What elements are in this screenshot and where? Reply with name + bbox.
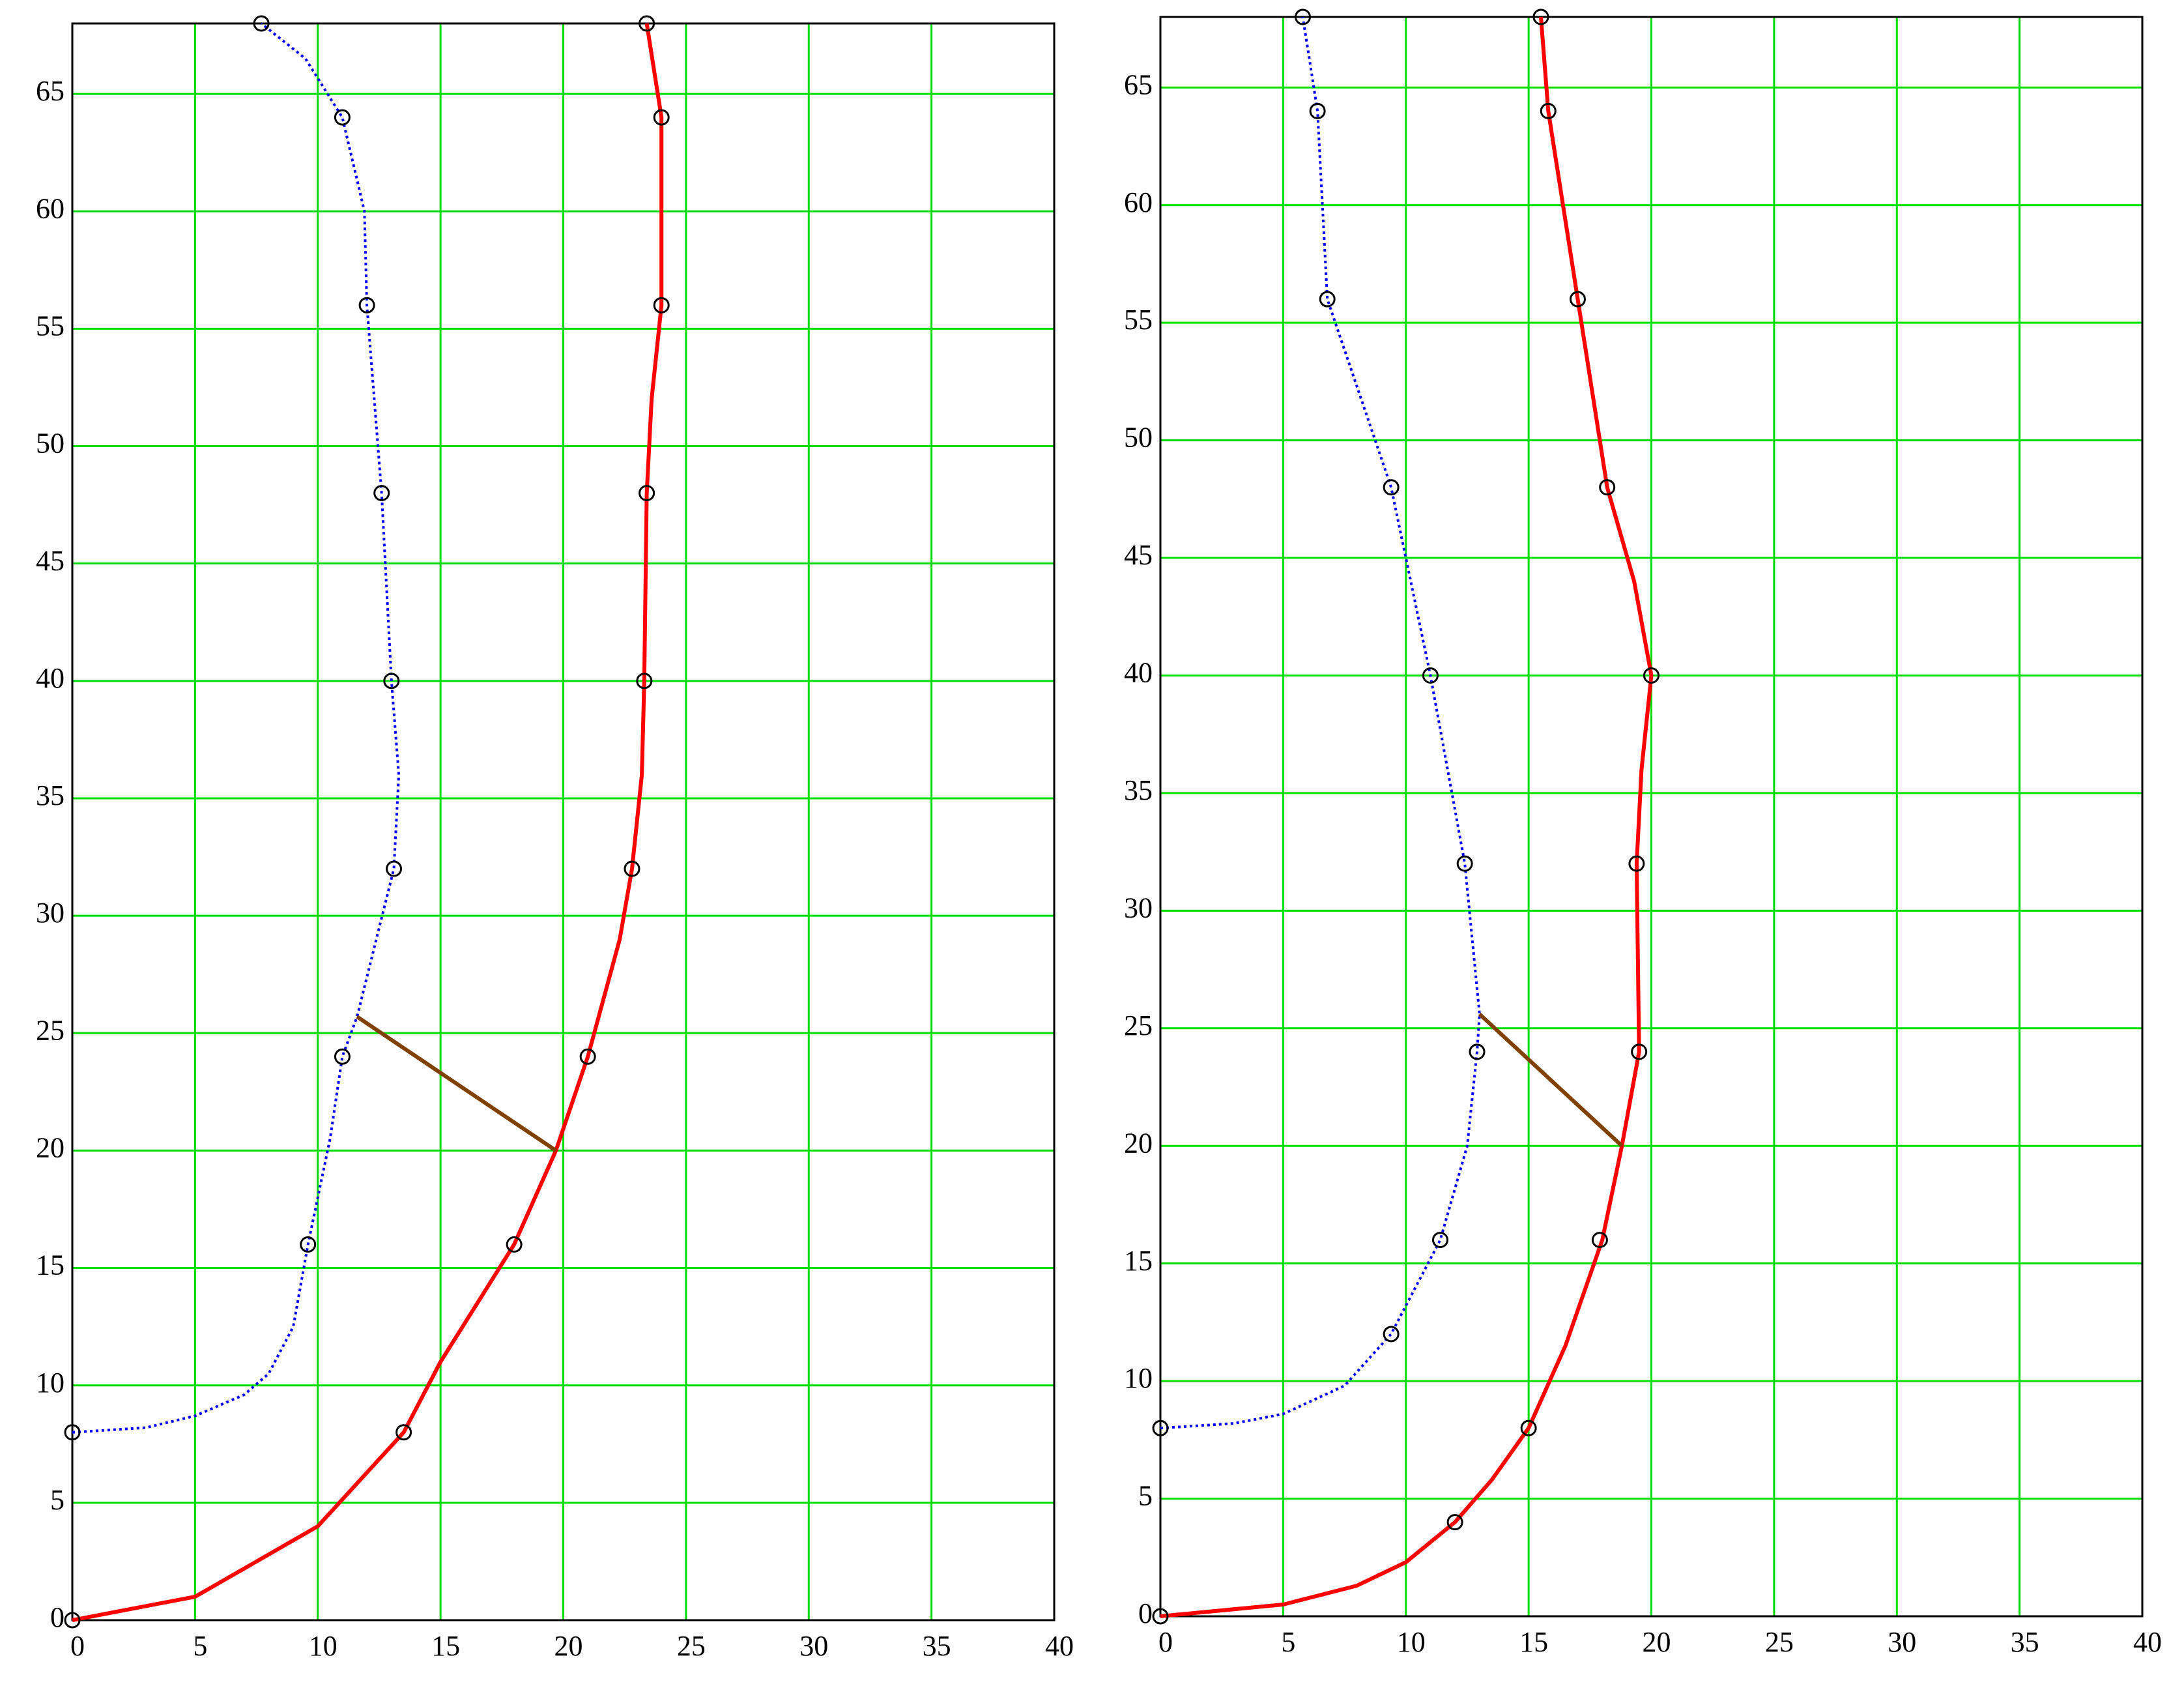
marker [373, 485, 390, 502]
marker [1469, 1043, 1486, 1060]
x-tick-label: 0 [1158, 1626, 1173, 1658]
y-tick-label: 10 [36, 1367, 65, 1399]
y-tick-label: 60 [36, 192, 65, 224]
y-tick-label: 0 [50, 1601, 65, 1633]
marker [1520, 1419, 1537, 1436]
x-tick-label: 25 [677, 1630, 706, 1662]
marker [1152, 1608, 1169, 1625]
y-tick-label: 20 [36, 1132, 65, 1164]
marker [253, 15, 270, 32]
marker [1643, 667, 1660, 684]
marker [1295, 8, 1312, 25]
y-tick-label: 45 [36, 545, 65, 577]
marker [1540, 102, 1557, 119]
x-tick-label: 0 [70, 1630, 85, 1662]
y-tick-label: 35 [1124, 774, 1153, 806]
marker [1446, 1514, 1463, 1531]
x-tick-label: 20 [1643, 1626, 1671, 1658]
x-tick-label: 40 [2133, 1626, 2162, 1658]
curve [1478, 1012, 1624, 1148]
marker [1631, 1043, 1648, 1060]
marker [383, 673, 400, 690]
marker [1532, 8, 1549, 25]
x-tick-label: 5 [1281, 1626, 1295, 1658]
y-tick-label: 15 [36, 1249, 65, 1281]
y-tick-label: 5 [50, 1484, 65, 1516]
marker [386, 860, 403, 877]
marker [639, 15, 655, 32]
y-tick-label: 15 [1124, 1245, 1153, 1277]
marker [1456, 855, 1473, 872]
marker [1319, 291, 1336, 308]
marker [64, 1612, 81, 1629]
y-tick-label: 5 [1138, 1480, 1153, 1512]
marker [1152, 1419, 1169, 1436]
y-tick-label: 30 [1124, 892, 1153, 923]
x-tick-label: 30 [1888, 1626, 1916, 1658]
y-tick-label: 20 [1124, 1127, 1153, 1159]
marker [1383, 1326, 1400, 1343]
curve [72, 23, 664, 1622]
y-tick-label: 65 [1124, 68, 1153, 100]
marker [506, 1236, 523, 1253]
marker [636, 673, 653, 690]
marker [653, 297, 670, 313]
y-tick-label: 25 [1124, 1010, 1153, 1041]
y-tick-label: 55 [1124, 304, 1153, 336]
marker [358, 297, 375, 313]
x-tick-label: 40 [1045, 1630, 1074, 1662]
plot: 0 5 10 15 20 25 30 35 40 0 5 10 15 20 25 30 35 40 45 50 55 60… [36, 15, 1074, 1662]
x-tick-label: 10 [309, 1630, 338, 1662]
y-tick-label: 25 [36, 1014, 65, 1046]
x-tick-label: 15 [431, 1630, 460, 1662]
marker [395, 1424, 412, 1441]
marker [639, 485, 655, 502]
x-tick-label: 5 [193, 1630, 207, 1662]
x-tick-label: 20 [554, 1630, 583, 1662]
curve [356, 1015, 557, 1152]
marker [300, 1236, 317, 1253]
x-tick-label: 25 [1765, 1626, 1794, 1658]
marker [1309, 102, 1326, 119]
marker [624, 860, 640, 877]
marker [334, 109, 351, 126]
x-tick-label: 35 [923, 1630, 951, 1662]
x-tick-label: 35 [2011, 1626, 2039, 1658]
y-tick-label: 10 [1124, 1362, 1153, 1394]
plot: 0 5 10 15 20 25 30 35 40 0 5 10 15 20 25 30 35 40 45 50 55 60… [1124, 8, 2162, 1658]
marker [1591, 1232, 1608, 1249]
y-tick-label: 40 [36, 662, 65, 694]
marker [653, 109, 670, 126]
x-tick-label: 30 [799, 1630, 828, 1662]
x-tick-label: 10 [1397, 1626, 1426, 1658]
y-tick-label: 30 [36, 897, 65, 929]
marker [1628, 855, 1645, 872]
marker [334, 1048, 351, 1065]
y-tick-label: 45 [1124, 539, 1153, 571]
dotted-curve [72, 22, 401, 1434]
y-tick-label: 35 [36, 779, 65, 811]
y-tick-label: 0 [1138, 1597, 1153, 1629]
y-tick-label: 55 [36, 310, 65, 342]
marker [1383, 479, 1400, 496]
marker [64, 1424, 81, 1441]
y-tick-label: 40 [1124, 657, 1153, 689]
x-tick-label: 15 [1519, 1626, 1548, 1658]
y-tick-label: 50 [36, 428, 65, 459]
marker [1569, 291, 1586, 308]
plot-frame [71, 22, 1056, 1621]
marker [1431, 1232, 1448, 1249]
plot-frame [1159, 16, 2144, 1618]
marker [1422, 667, 1439, 684]
y-tick-label: 65 [36, 75, 65, 107]
marker [1599, 479, 1616, 496]
y-tick-label: 60 [1124, 186, 1153, 218]
y-tick-label: 50 [1124, 422, 1153, 454]
marker [579, 1048, 596, 1065]
dotted-curve [1160, 16, 1481, 1430]
